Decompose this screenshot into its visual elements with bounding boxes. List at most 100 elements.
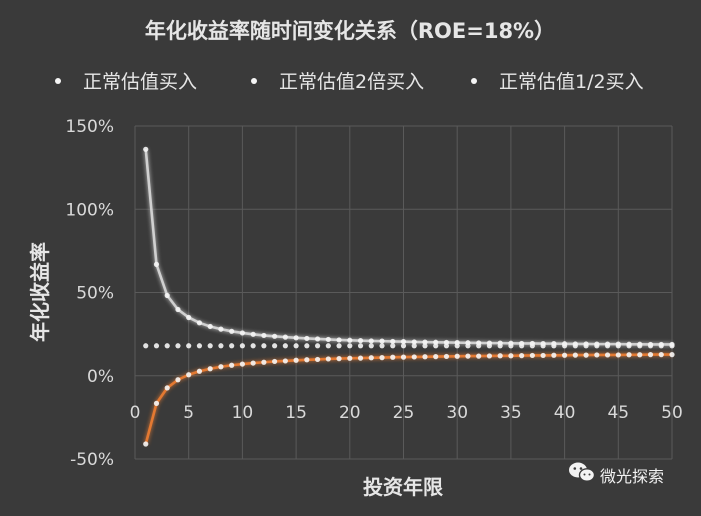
data-point — [572, 352, 578, 358]
data-point — [637, 341, 643, 347]
data-point — [175, 343, 181, 349]
data-point — [272, 358, 278, 365]
data-point — [572, 341, 578, 347]
y-tick-label: 50% — [76, 284, 114, 304]
data-point — [443, 339, 450, 346]
data-point — [519, 353, 525, 359]
series-lines — [143, 146, 675, 447]
data-point — [164, 292, 170, 299]
data-point — [282, 358, 288, 364]
x-tick-label: 5 — [183, 403, 194, 423]
data-point — [186, 314, 192, 321]
legend-label: 正常估值买入 — [83, 71, 197, 93]
legend-item: 正常估值买入 — [38, 71, 197, 93]
data-point — [218, 326, 224, 332]
legend-label: 正常估值2倍买入 — [279, 71, 424, 93]
data-point — [196, 368, 203, 374]
data-point — [357, 355, 364, 361]
y-tick-label: 150% — [65, 117, 114, 137]
data-point — [400, 354, 407, 360]
data-point — [186, 372, 192, 378]
data-point — [465, 340, 471, 346]
legend-label: 正常估值1/2买入 — [499, 71, 644, 93]
data-point — [250, 360, 256, 366]
data-point — [164, 343, 170, 349]
x-tick-label: 10 — [232, 403, 254, 423]
series-3 — [143, 146, 675, 348]
data-point — [508, 353, 514, 359]
data-point — [497, 353, 503, 359]
data-point — [314, 343, 321, 349]
data-point — [540, 341, 546, 347]
data-point — [153, 261, 160, 267]
data-point — [218, 343, 224, 349]
data-point — [272, 333, 278, 339]
data-point — [282, 334, 288, 340]
data-point — [304, 343, 310, 349]
x-tick-label: 15 — [285, 403, 307, 423]
data-point — [357, 343, 364, 349]
legend-marker — [251, 78, 257, 84]
data-point — [239, 330, 245, 336]
data-point — [175, 377, 181, 383]
data-point — [454, 353, 460, 359]
data-point — [304, 335, 310, 342]
data-point — [272, 343, 278, 349]
legend: 正常估值买入 正常估值2倍买入 正常估值1/2买入 — [38, 71, 644, 93]
data-point — [368, 355, 374, 361]
series-2 — [143, 352, 675, 447]
y-tick-label: -50% — [70, 450, 114, 470]
data-point — [400, 343, 407, 349]
data-point — [196, 320, 203, 326]
data-point — [486, 340, 493, 346]
watermark: 微光探索 — [569, 462, 664, 486]
data-point — [282, 343, 288, 349]
data-point — [325, 356, 331, 362]
data-point — [594, 352, 600, 358]
data-point — [143, 441, 149, 447]
data-point — [229, 362, 235, 368]
x-tick-label: 40 — [554, 403, 576, 423]
data-point — [422, 343, 428, 349]
data-point — [476, 353, 482, 359]
data-point — [626, 352, 632, 358]
legend-item: 正常估值1/2买入 — [454, 71, 644, 93]
x-axis-title: 投资年限 — [363, 475, 443, 499]
data-point — [529, 352, 535, 359]
data-point — [261, 332, 267, 339]
data-point — [143, 343, 149, 349]
data-point — [250, 343, 256, 349]
data-point — [336, 356, 342, 362]
data-point — [519, 340, 525, 347]
data-point — [433, 354, 439, 360]
x-tick-label: 25 — [393, 403, 415, 423]
data-point — [218, 364, 224, 370]
data-point — [207, 323, 213, 330]
data-point — [229, 343, 235, 349]
data-point — [497, 340, 503, 346]
data-point — [207, 343, 213, 349]
data-point — [443, 353, 450, 360]
data-point — [486, 353, 493, 359]
data-point — [175, 306, 181, 313]
data-point — [433, 339, 439, 345]
legend-marker — [471, 78, 477, 84]
data-point — [669, 352, 675, 358]
data-point — [411, 354, 417, 360]
data-point — [347, 343, 353, 349]
data-point — [143, 146, 149, 152]
data-point — [422, 354, 428, 360]
data-point — [669, 341, 675, 348]
data-point — [465, 353, 471, 359]
data-point — [529, 340, 535, 347]
data-point — [411, 339, 417, 345]
data-point — [261, 343, 267, 349]
data-point — [562, 341, 568, 347]
data-point — [594, 341, 600, 347]
data-point — [583, 341, 589, 347]
data-point — [239, 343, 245, 349]
data-point — [411, 343, 417, 349]
data-point — [304, 357, 310, 363]
x-tick-label: 45 — [607, 403, 629, 423]
